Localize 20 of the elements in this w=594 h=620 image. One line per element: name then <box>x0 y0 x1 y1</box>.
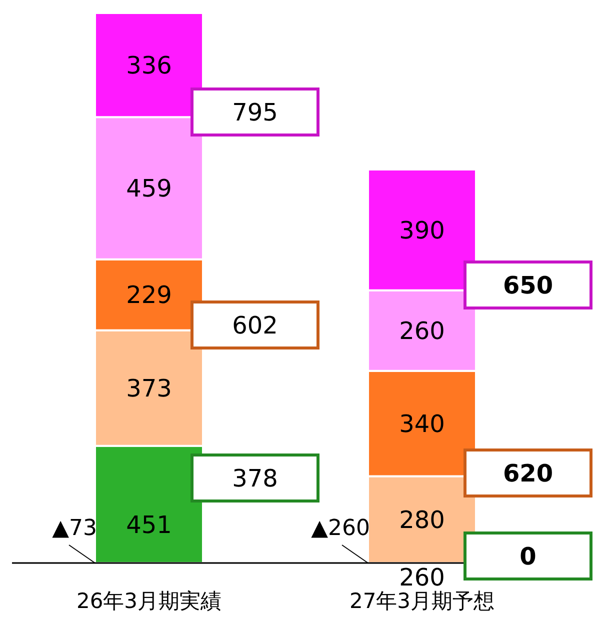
data-label: 373 <box>126 374 172 402</box>
annotation: 260 <box>399 563 445 592</box>
annotation: ▲73 <box>52 516 97 541</box>
annotation: 602 <box>232 311 278 340</box>
text: 0 <box>520 542 536 570</box>
x-tick-label: 26年3月期実績 <box>76 589 222 613</box>
annotation: 795 <box>232 98 278 126</box>
text: 620 <box>502 459 554 488</box>
text: 650 <box>502 271 554 300</box>
annotation: ▲260 <box>311 516 370 541</box>
data-label: 280 <box>399 506 445 534</box>
annotation: 378 <box>232 464 278 492</box>
data-label: 340 <box>399 410 445 438</box>
annotation: 451 <box>126 510 172 539</box>
data-label: 229 <box>126 281 172 310</box>
x-tick-label: 27年3月期予想 <box>349 589 495 613</box>
data-label: 459 <box>126 174 172 203</box>
data-label: 336 <box>126 51 172 80</box>
data-label: 390 <box>399 216 445 244</box>
data-label: 260 <box>399 317 445 346</box>
